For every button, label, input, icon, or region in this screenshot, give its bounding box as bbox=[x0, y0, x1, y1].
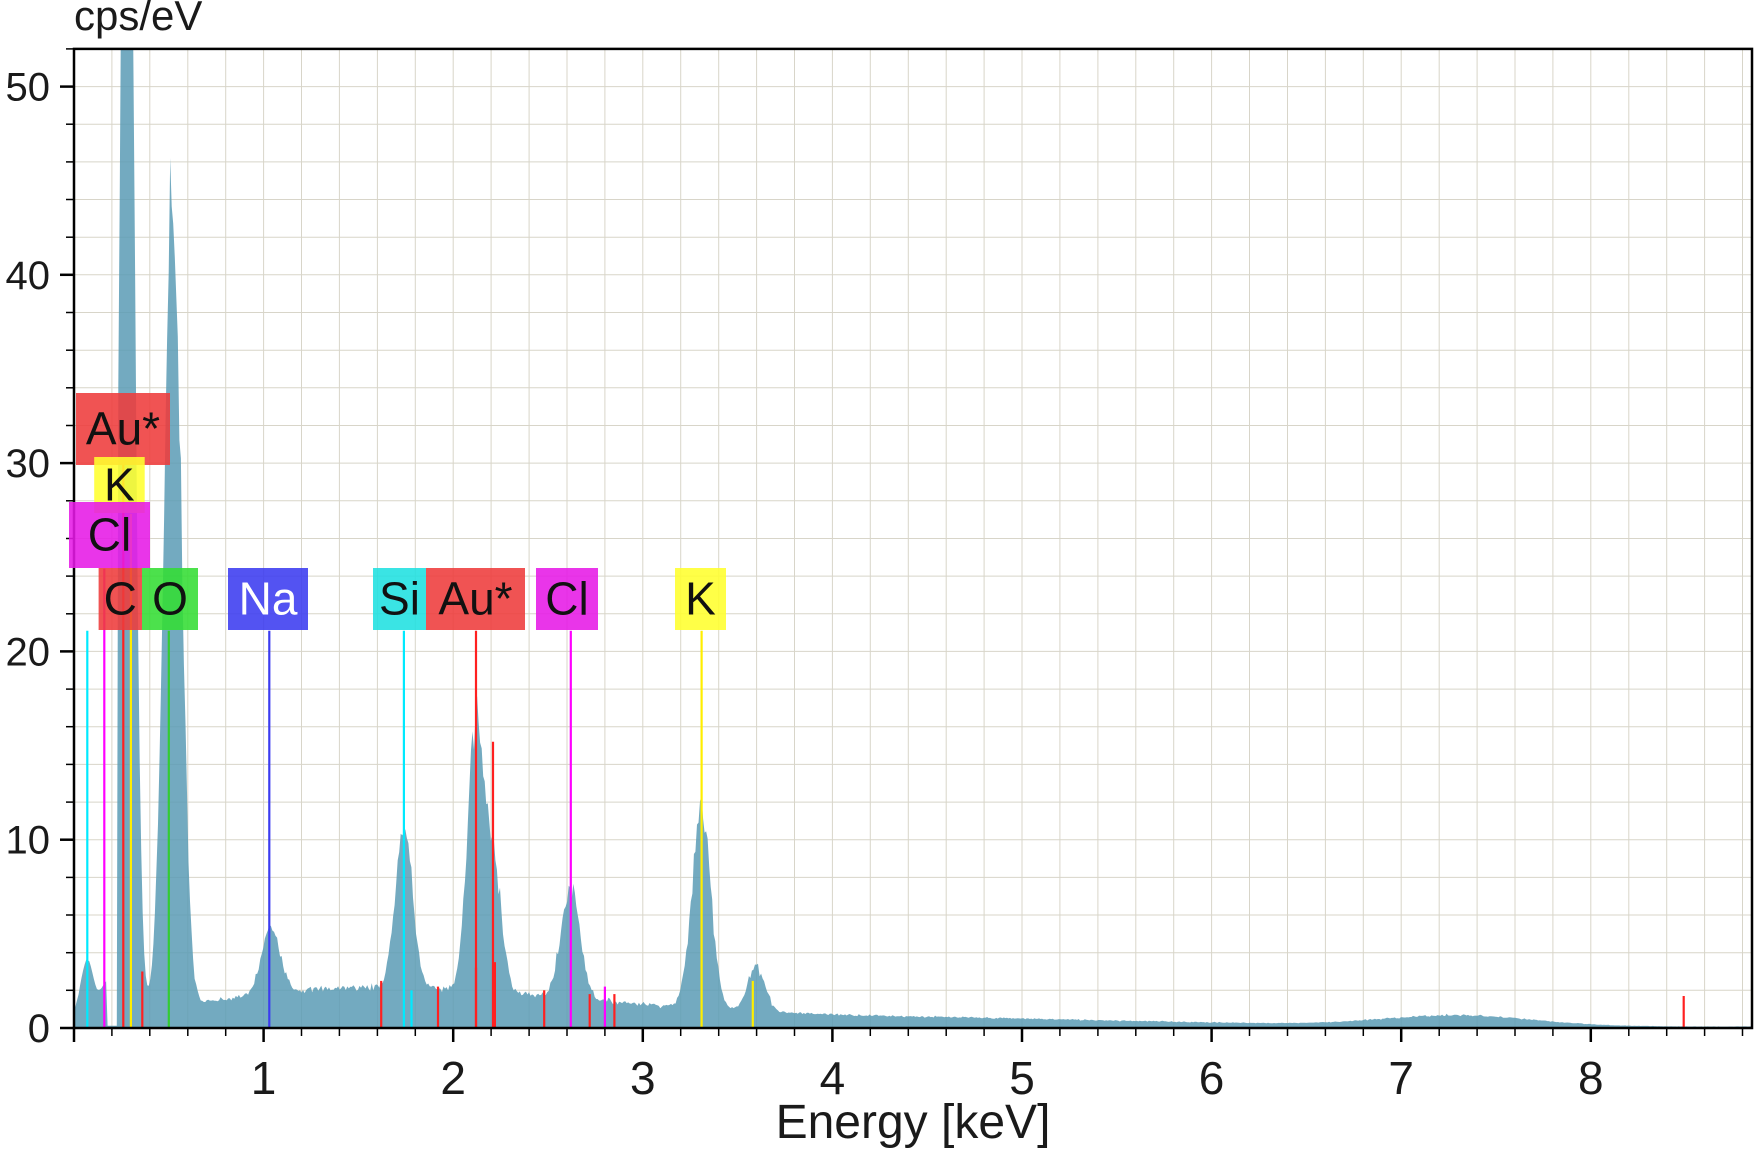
svg-text:6: 6 bbox=[1199, 1052, 1225, 1104]
svg-text:Cl: Cl bbox=[545, 573, 588, 625]
svg-text:C: C bbox=[104, 573, 137, 625]
svg-text:40: 40 bbox=[6, 254, 51, 298]
svg-text:7: 7 bbox=[1388, 1052, 1414, 1104]
svg-text:8: 8 bbox=[1578, 1052, 1604, 1104]
svg-text:Au*: Au* bbox=[86, 403, 160, 455]
svg-text:50: 50 bbox=[6, 66, 51, 110]
svg-text:cps/eV: cps/eV bbox=[74, 0, 202, 39]
svg-text:3: 3 bbox=[630, 1052, 656, 1104]
svg-text:Si: Si bbox=[379, 573, 420, 625]
svg-text:2: 2 bbox=[440, 1052, 466, 1104]
svg-text:1: 1 bbox=[251, 1052, 277, 1104]
svg-text:20: 20 bbox=[6, 630, 51, 674]
svg-text:K: K bbox=[685, 573, 716, 625]
svg-text:0: 0 bbox=[28, 1007, 50, 1051]
svg-text:Cl: Cl bbox=[88, 509, 131, 561]
svg-text:Au*: Au* bbox=[438, 573, 512, 625]
svg-text:30: 30 bbox=[6, 442, 51, 486]
svg-text:10: 10 bbox=[6, 819, 51, 863]
svg-text:O: O bbox=[152, 573, 188, 625]
svg-text:Energy [keV]: Energy [keV] bbox=[776, 1096, 1051, 1149]
svg-text:Na: Na bbox=[239, 573, 298, 625]
